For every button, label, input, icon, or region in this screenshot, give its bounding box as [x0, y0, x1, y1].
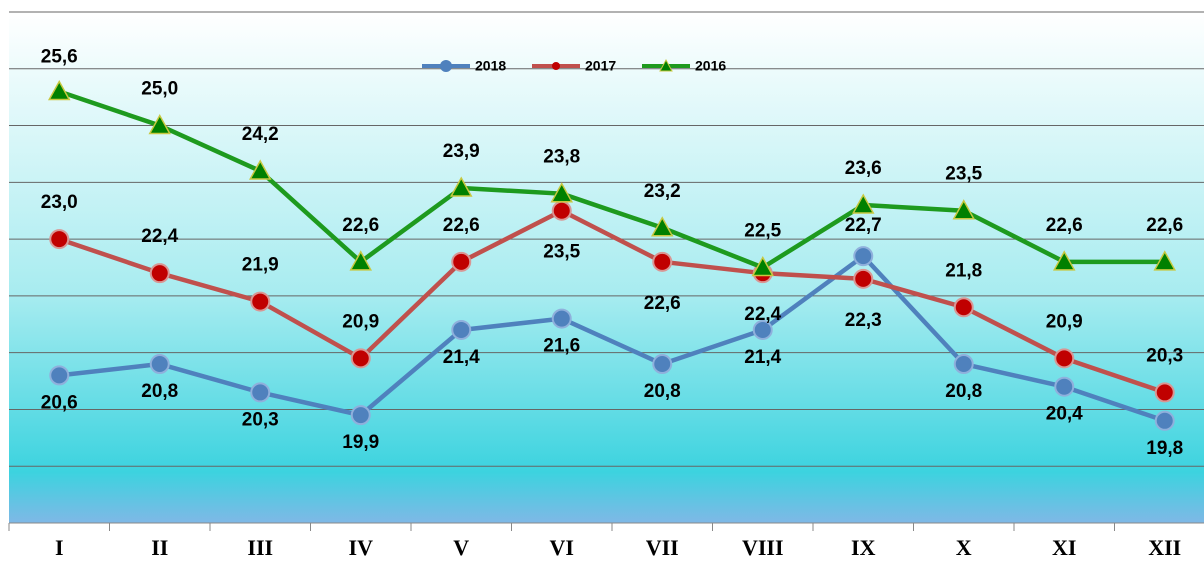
x-tick-label: I: [55, 535, 64, 560]
x-tick-label: XI: [1052, 535, 1076, 560]
x-tick-label: IV: [349, 535, 374, 560]
value-label: 23,8: [543, 147, 580, 168]
value-label: 21,4: [744, 347, 781, 368]
marker: [349, 250, 373, 271]
value-label: 23,2: [644, 181, 681, 202]
marker: [1052, 250, 1076, 271]
value-label: 20,8: [644, 381, 681, 402]
marker: [652, 251, 673, 272]
x-tick-label: VI: [550, 535, 574, 560]
marker: [853, 246, 874, 267]
value-label: 25,6: [41, 47, 78, 68]
value-label: 21,9: [242, 255, 279, 276]
value-label: 22,6: [342, 215, 379, 236]
value-label: 19,8: [1146, 438, 1183, 459]
marker: [851, 193, 875, 214]
series-line: [58, 208, 1166, 395]
legend-marker: [552, 62, 560, 70]
x-tick-label: II: [151, 535, 168, 560]
value-label: 22,4: [744, 304, 781, 325]
marker: [149, 263, 170, 284]
value-label: 23,0: [41, 192, 78, 213]
x-tick-label: VIII: [742, 535, 784, 560]
value-label: 20,3: [242, 409, 279, 430]
value-label: 20,9: [342, 311, 379, 332]
value-label: 22,3: [845, 310, 882, 331]
marker: [1054, 348, 1075, 369]
value-label: 20,8: [141, 381, 178, 402]
value-label: 19,9: [342, 432, 379, 453]
value-label: 24,2: [242, 124, 279, 145]
legend-label: 2017: [585, 58, 616, 74]
marker: [248, 159, 272, 180]
x-tick-label: IX: [851, 535, 876, 560]
value-label: 20,3: [1146, 345, 1183, 366]
marker: [650, 216, 674, 237]
value-label: 21,8: [945, 260, 982, 281]
marker: [652, 354, 673, 375]
value-label: 22,6: [443, 215, 480, 236]
value-label: 20,4: [1046, 404, 1083, 425]
marker: [952, 199, 976, 220]
series-line: [58, 253, 1166, 423]
marker: [1153, 250, 1177, 271]
value-label: 22,6: [1046, 215, 1083, 236]
marker: [449, 176, 473, 197]
marker: [149, 354, 170, 375]
marker: [1154, 410, 1175, 431]
marker: [49, 365, 70, 386]
marker: [752, 319, 773, 340]
legend-marker: [659, 58, 673, 72]
marker: [551, 308, 572, 329]
marker: [751, 255, 775, 277]
value-label: 23,6: [845, 158, 882, 179]
marker: [953, 354, 974, 375]
value-label: 22,4: [141, 226, 178, 247]
plot-background: [9, 12, 1204, 523]
marker: [350, 405, 371, 426]
value-label: 21,4: [443, 347, 480, 368]
value-label: 20,9: [1046, 311, 1083, 332]
value-label: 23,5: [543, 242, 580, 263]
marker: [451, 319, 472, 340]
value-label: 23,9: [443, 141, 480, 162]
value-label: 22,5: [744, 221, 781, 242]
marker: [49, 229, 70, 250]
value-label: 22,7: [845, 215, 882, 236]
legend-marker: [440, 60, 452, 72]
marker: [551, 200, 572, 221]
value-label: 20,8: [945, 381, 982, 402]
marker: [250, 382, 271, 403]
marker: [550, 182, 574, 203]
value-label: 21,6: [543, 336, 580, 357]
x-tick-label: X: [956, 535, 972, 560]
marker: [250, 291, 271, 312]
marker: [350, 348, 371, 369]
value-label: 25,0: [141, 79, 178, 100]
x-tick-label: V: [453, 535, 469, 560]
series-line: [58, 89, 1165, 270]
x-tick-label: VII: [646, 535, 679, 560]
value-label: 20,6: [41, 392, 78, 413]
marker: [451, 251, 472, 272]
legend-label: 2018: [475, 58, 506, 74]
marker: [953, 297, 974, 318]
x-tick-label: XII: [1148, 535, 1181, 560]
value-label: 22,6: [644, 293, 681, 314]
marker: [148, 114, 172, 135]
marker: [47, 79, 71, 101]
marker: [1054, 376, 1075, 397]
marker: [1154, 382, 1175, 403]
legend-label: 2016: [695, 58, 726, 74]
x-tick-label: III: [247, 535, 273, 560]
value-label: 22,6: [1146, 215, 1183, 236]
value-label: 23,5: [945, 164, 982, 185]
marker: [853, 268, 874, 289]
